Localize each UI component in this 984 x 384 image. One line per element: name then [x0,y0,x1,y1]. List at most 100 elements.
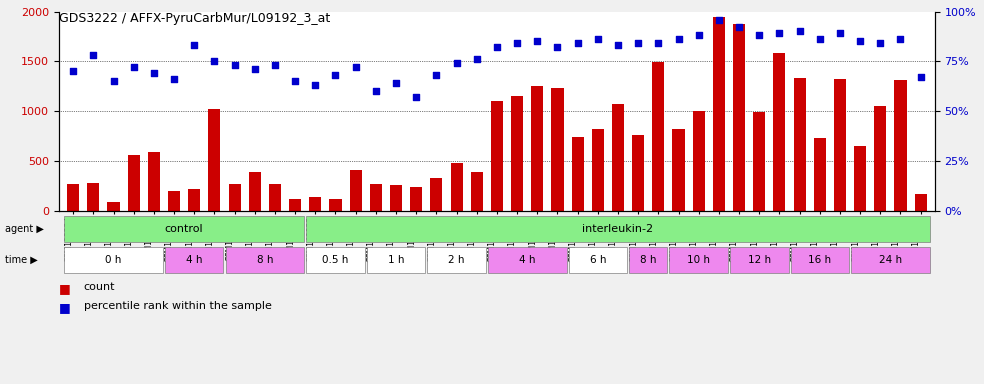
Text: 12 h: 12 h [748,255,770,265]
Bar [833,79,846,211]
Bar [370,184,382,211]
Bar [168,191,180,211]
Bar [874,106,887,211]
Text: 10 h: 10 h [687,255,710,265]
Bar [88,183,99,211]
Bar [712,17,725,211]
FancyBboxPatch shape [64,247,163,273]
Text: agent ▶: agent ▶ [5,224,44,235]
Bar [67,184,80,211]
Point [771,30,787,36]
FancyBboxPatch shape [730,247,788,273]
Point [792,28,808,35]
Bar [733,25,745,211]
Point [510,40,525,46]
Point [812,36,828,43]
Point [86,52,101,58]
Point [126,65,142,71]
Text: time ▶: time ▶ [5,255,37,265]
Point [449,60,464,66]
Point [711,17,727,23]
Bar [228,184,241,211]
Text: 24 h: 24 h [879,255,902,265]
Point [752,32,768,38]
Point [468,56,484,63]
Text: ■: ■ [59,301,71,314]
FancyBboxPatch shape [225,247,304,273]
Point [873,40,889,46]
FancyBboxPatch shape [427,247,486,273]
Point [631,40,646,46]
Point [166,76,182,83]
Point [691,32,707,38]
FancyBboxPatch shape [64,217,304,242]
Point [408,94,424,101]
Bar [470,172,483,211]
Point [550,45,566,51]
Text: 2 h: 2 h [449,255,464,265]
Point [146,70,161,76]
FancyBboxPatch shape [306,217,930,242]
Text: 6 h: 6 h [589,255,606,265]
Point [913,74,929,81]
Text: 16 h: 16 h [808,255,831,265]
Bar [491,101,503,211]
Bar [451,163,462,211]
Point [307,82,323,88]
Bar [672,129,685,211]
Point [388,80,403,86]
Bar [330,199,341,211]
Point [610,42,626,48]
Point [267,62,282,68]
Bar [854,146,866,211]
Text: 8 h: 8 h [257,255,274,265]
Point [832,30,848,36]
Point [186,42,202,48]
Text: 4 h: 4 h [519,255,535,265]
Bar [914,194,927,211]
Point [731,25,747,31]
Bar [793,78,806,211]
Bar [390,185,402,211]
Bar [410,187,422,211]
FancyBboxPatch shape [488,247,567,273]
Text: percentile rank within the sample: percentile rank within the sample [84,301,272,311]
Point [65,68,81,74]
Bar [693,111,705,211]
Bar [652,63,664,211]
Bar [511,96,523,211]
Point [489,45,505,51]
Bar [591,129,604,211]
Text: 0.5 h: 0.5 h [323,255,348,265]
Text: ■: ■ [59,282,71,295]
Bar [814,138,826,211]
Bar [773,53,785,211]
Text: control: control [165,224,204,235]
Point [347,65,363,71]
Bar [289,199,301,211]
Point [892,36,908,43]
Bar [551,88,564,211]
Text: 8 h: 8 h [640,255,656,265]
Point [226,62,242,68]
Point [852,38,868,45]
FancyBboxPatch shape [790,247,849,273]
Bar [107,202,120,211]
Bar [249,172,261,211]
Bar [572,137,584,211]
Point [207,58,222,65]
Bar [188,189,201,211]
Point [671,36,687,43]
Point [428,72,444,78]
Bar [309,197,322,211]
Text: 0 h: 0 h [105,255,122,265]
Bar [753,113,766,211]
Text: GDS3222 / AFFX-PyruCarbMur/L09192_3_at: GDS3222 / AFFX-PyruCarbMur/L09192_3_at [59,12,331,25]
Point [570,40,585,46]
FancyBboxPatch shape [629,247,667,273]
Text: 4 h: 4 h [186,255,203,265]
Text: interleukin-2: interleukin-2 [583,224,653,235]
FancyBboxPatch shape [165,247,223,273]
Bar [209,109,220,211]
Bar [430,178,443,211]
